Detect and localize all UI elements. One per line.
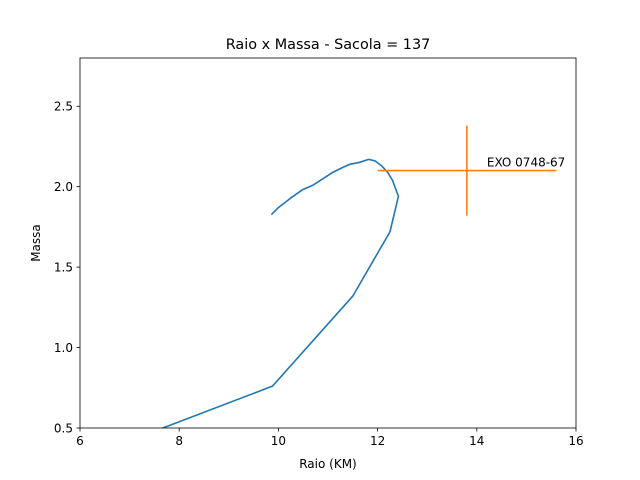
y-tick-label: 1.5 bbox=[54, 260, 73, 274]
x-tick-label: 16 bbox=[568, 434, 583, 448]
errorbar-layer: EXO 0748-67 bbox=[377, 125, 565, 216]
y-axis-label: Massa bbox=[29, 224, 43, 262]
y-tick-label: 2.0 bbox=[54, 180, 73, 194]
x-tick-label: 10 bbox=[271, 434, 286, 448]
x-tick-label: 6 bbox=[76, 434, 84, 448]
plot-area bbox=[80, 58, 576, 428]
plot-frame bbox=[79, 57, 577, 429]
series-line-0 bbox=[160, 158, 400, 428]
y-tick-label: 2.5 bbox=[54, 100, 73, 114]
y-axis-ticks: 0.5 1.0 1.5 2.0 2.5 bbox=[54, 100, 80, 435]
x-axis-label: Raio (KM) bbox=[299, 457, 357, 471]
series-layer bbox=[160, 158, 400, 428]
y-tick-label: 0.5 bbox=[54, 421, 73, 435]
x-tick-label: 8 bbox=[175, 434, 183, 448]
y-tick-label: 1.0 bbox=[54, 341, 73, 355]
x-tick-label: 14 bbox=[469, 434, 484, 448]
errorbar-label-0: EXO 0748-67 bbox=[487, 156, 565, 170]
chart-title: Raio x Massa - Sacola = 137 bbox=[226, 37, 431, 53]
x-axis-ticks: 6 8 10 12 14 16 bbox=[76, 428, 584, 448]
x-tick-label: 12 bbox=[370, 434, 385, 448]
